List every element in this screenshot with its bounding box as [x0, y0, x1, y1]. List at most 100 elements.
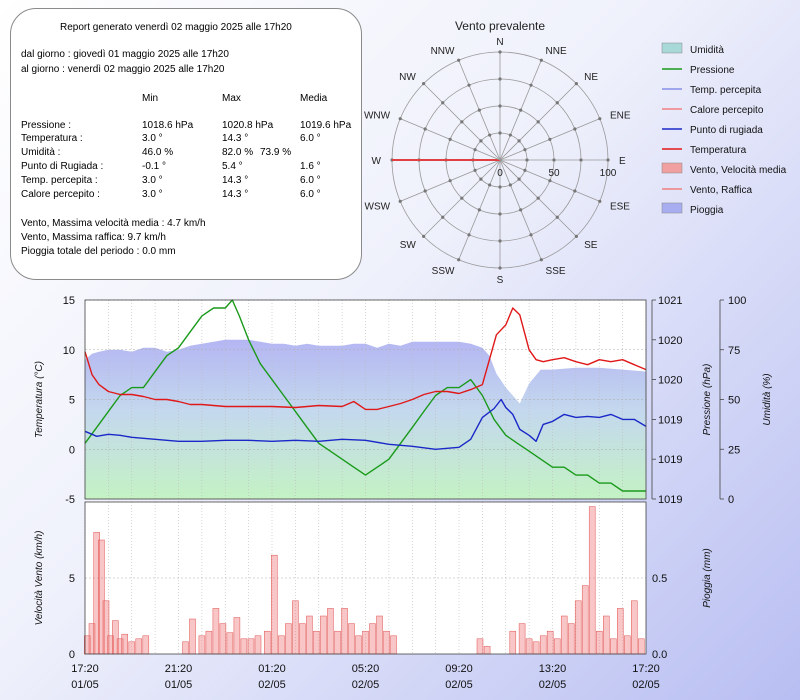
legend-label: Punto di rugiada [690, 125, 763, 136]
report-header-max: Max [222, 93, 241, 104]
wind-speed-bar [355, 635, 362, 655]
report-row-min: -0.1 ° [142, 161, 167, 172]
wind-speed-bar [334, 630, 341, 655]
wind-speed-bar [390, 635, 397, 655]
wind-rose-dot [460, 120, 464, 124]
wind-speed-bar [376, 615, 383, 655]
wind-speed-bar [596, 630, 603, 655]
wind-speed-bar [198, 635, 206, 655]
wind-rose-dot [519, 108, 523, 112]
legend-label: Pressione [690, 65, 735, 76]
report-row-max: 5.4 ° [222, 161, 243, 172]
wind-rose-direction-label: ENE [610, 110, 631, 121]
wind-rose-dot [579, 158, 583, 162]
report-title: Report generato venerdì 02 maggio 2025 a… [60, 22, 292, 33]
report-row-max: 14.3 ° [222, 189, 249, 200]
wind-rose-dot [457, 58, 461, 62]
wind-rose-direction-label: NNW [431, 46, 455, 57]
report-row-avg: 1019.6 hPa [300, 120, 352, 131]
wind-rose-dot [467, 83, 471, 87]
wind-rose-dot [525, 158, 529, 162]
wind-speed-bar [285, 623, 292, 655]
y-axis-title: Velocità Vento (km/h) [34, 531, 45, 626]
report-row-avg: 73.9 % [260, 147, 292, 158]
wind-rose-dot [498, 77, 502, 81]
humidity-tick-label: 50 [728, 395, 740, 407]
wind-rose-dot [523, 168, 527, 172]
report-row-max: 14.3 ° [222, 133, 249, 144]
wind-rose-dot [539, 258, 543, 262]
wind-speed-bar [617, 608, 624, 655]
wind-rose-dot [398, 199, 402, 203]
humidity-tick-label: 25 [728, 444, 740, 456]
wind-rose-dot [477, 108, 481, 112]
wind-rose-dot [477, 208, 481, 212]
wind-rose-dot [517, 177, 521, 181]
wind-rose-dot [598, 199, 602, 203]
wind-rose-direction-label: W [372, 156, 382, 167]
rain-axis-title: Pioggia (mm) [702, 548, 713, 607]
wind-rose-direction-label: SSE [546, 266, 566, 277]
report-row-avg: 6.0 ° [300, 133, 321, 144]
x-tick-date: 02/05 [352, 679, 380, 691]
wind-rose-dot [517, 139, 521, 143]
wind-rose-direction-label: NNE [546, 46, 567, 57]
x-tick-date: 02/05 [539, 679, 567, 691]
report-row-max: 14.3 ° [222, 175, 249, 186]
legend-label: Calore percepito [690, 105, 764, 116]
wind-speed-bar [128, 641, 136, 655]
legend-label: Pioggia [690, 205, 724, 216]
legend-label: Vento, Velocità media [690, 165, 787, 176]
wind-rose-direction-label: ESE [610, 202, 630, 213]
wind-speed-bar [588, 506, 596, 655]
wind-speed-bar [574, 600, 582, 655]
y-tick-label: -5 [65, 494, 75, 506]
legend-label: Temp. percepita [690, 85, 762, 96]
wind-speed-bar [205, 630, 213, 655]
wind-rose-dot [441, 101, 445, 105]
wind-speed-bar [509, 630, 517, 655]
wind-rose-dot [529, 233, 533, 237]
wind-rose-ring-label: 50 [548, 168, 560, 179]
pressure-tick-label: 1020 [658, 375, 682, 387]
wind-speed-bar [226, 632, 234, 655]
wind-speed-bar [638, 638, 645, 655]
wind-rose-direction-label: SW [400, 240, 417, 251]
wind-rose-dot [536, 120, 540, 124]
legend-swatch [661, 162, 683, 174]
wind-rose-dot [457, 258, 461, 262]
wind-speed-bar [631, 600, 638, 655]
report-row-min: 46.0 % [142, 147, 174, 158]
wind-rose-dot [479, 177, 483, 181]
rain-tick-label: 0.0 [652, 649, 667, 661]
y-tick-label: 5 [69, 395, 75, 407]
wind-speed-bar [560, 615, 568, 655]
wind-rose-dot [498, 131, 502, 135]
wind-rose-dot [548, 137, 552, 141]
wind-rose: N NNE NE ENE E ESE SE SSE S SSW SW WSW W WNW NW NNW 0 50 1… [364, 37, 631, 286]
pressure-axis-title: Pressione (hPa) [702, 364, 713, 436]
wind-speed-bar [483, 646, 491, 655]
report-row-max: 82.0 % [222, 147, 254, 158]
wind-speed-bar [292, 600, 299, 655]
wind-speed-bar [624, 635, 631, 655]
report-row-label: Pressione : [21, 120, 72, 131]
report-from: dal giorno : giovedì 01 maggio 2025 alle… [21, 49, 229, 60]
humidity-axis-title: Umidità (%) [762, 373, 773, 425]
wind-rose-dot [422, 234, 426, 238]
wind-speed-bar [142, 635, 150, 655]
wind-speed-bar [271, 554, 278, 655]
wind-rose-direction-label: N [496, 37, 503, 48]
report-row-min: 3.0 ° [142, 189, 163, 200]
series-line-dewpoint [84, 398, 647, 450]
wind-rose-dot [498, 185, 502, 189]
wind-rose-dot [523, 148, 527, 152]
wind-rose-dot [548, 179, 552, 183]
report-rain-total: Pioggia totale del periodo : 0.0 mm [21, 246, 176, 257]
wind-rose-dot [498, 266, 502, 270]
wind-rose-direction-label: S [497, 275, 504, 286]
wind-rose-dot [529, 83, 533, 87]
x-tick-time: 13:20 [539, 663, 567, 675]
wind-speed-bar [546, 630, 554, 655]
